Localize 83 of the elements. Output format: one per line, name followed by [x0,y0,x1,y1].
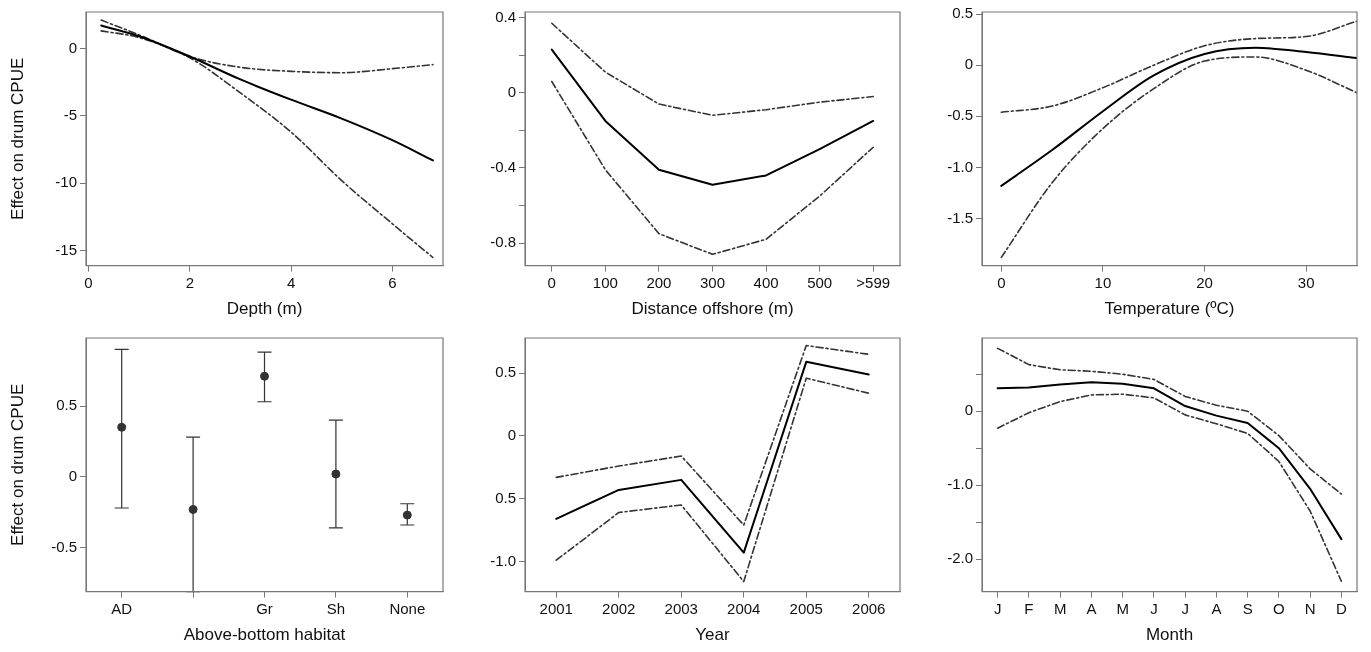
y-tick-label: -2.0 [947,549,973,567]
line-series [555,344,870,526]
x-tick-label: 0 [997,273,1006,291]
x-axis-title: Temperature (ºC) [1104,299,1235,319]
x-tick-label: M [1053,599,1067,617]
x-axis-title: Month [1145,625,1194,645]
x-tick-label: A [1086,599,1097,617]
x-tick-label: >599 [856,273,891,291]
x-tick-label: N [1304,599,1316,617]
line-series [996,393,1343,583]
y-tick-label: 0 [507,426,516,444]
y-tick-label: 0 [68,38,77,56]
y-tick-label: -15 [55,240,77,258]
x-tick-label: 300 [699,273,726,291]
y-axis-title: Effect on drum CPUE [7,57,27,220]
x-tick-label: 2006 [852,599,886,617]
x-tick-label: D [1335,599,1347,617]
y-tick-label: 0 [964,401,973,419]
x-tick-label: Gr [256,599,273,617]
line-series [555,377,870,583]
x-tick-label: 200 [646,273,672,291]
y-tick-label: -10 [55,173,77,191]
line-series [100,19,434,74]
x-tick-label: 2002 [602,599,636,617]
x-tick-label: 2003 [664,599,698,617]
x-tick-label: 0 [547,273,556,291]
x-tick-label: None [389,599,426,617]
line-series [1000,20,1357,114]
x-tick-label: 100 [592,273,618,291]
x-tick-label: 20 [1196,273,1213,291]
y-tick-label: -0.5 [51,537,77,555]
x-tick-label: 4 [286,273,296,291]
y-tick-label: -0.5 [947,106,973,124]
x-tick-label: O [1273,599,1285,617]
y-tick-label: -0.4 [490,158,516,176]
x-tick-label: 500 [807,273,833,291]
line-series [100,24,434,162]
line-series [996,347,1343,495]
x-tick-label: 2004 [727,599,761,617]
line-series [1000,56,1357,259]
y-tick-label: -5 [63,106,77,124]
point [402,510,412,520]
x-tick-label: A [1211,599,1222,617]
x-axis-title: Distance offshore (m) [631,299,794,319]
x-tick-label: F [1024,599,1034,617]
x-tick-label: 2 [185,273,194,291]
y-tick-label: -1.0 [947,475,973,493]
x-tick-label: Sh [326,599,346,617]
line-series [100,30,434,259]
x-tick-label: 0 [84,273,93,291]
line-series [550,22,875,117]
x-axis-title: Above-bottom habitat [183,625,346,645]
x-tick-label: 400 [753,273,779,291]
y-tick-label: 0 [68,466,77,484]
x-tick-label: M [1116,599,1129,617]
x-tick-label: 30 [1297,273,1315,291]
x-tick-label: J [1181,599,1189,617]
line-series [1000,46,1357,187]
point [117,422,127,432]
x-axis-title: Depth (m) [226,299,303,319]
x-tick-label: J [1150,599,1158,617]
y-tick-label: -1.0 [947,157,973,175]
line-series [550,80,875,256]
x-axis-title: Year [695,625,731,645]
x-tick-label: 2001 [539,599,573,617]
y-tick-label: 0 [507,82,516,100]
x-tick-label: 6 [388,273,397,291]
x-tick-label: S [1242,599,1253,617]
y-tick-label: -1.5 [947,208,973,226]
y-tick-label: -0.8 [490,233,516,251]
y-tick-label: 0.5 [56,396,77,414]
y-tick-label: 0.5 [495,363,516,381]
x-tick-label: AD [111,599,133,617]
x-tick-label: 2005 [789,599,823,617]
y-tick-label: 0.5 [952,4,973,22]
x-tick-label: 10 [1094,273,1112,291]
y-tick-label: 0.5 [495,488,516,506]
point [260,371,269,381]
x-tick-label: J [993,599,1002,617]
y-tick-label: 0 [964,55,973,73]
y-tick-label: 0.4 [495,7,516,25]
y-axis-title: Effect on drum CPUE [7,383,27,546]
y-tick-label: -1.0 [490,551,516,569]
